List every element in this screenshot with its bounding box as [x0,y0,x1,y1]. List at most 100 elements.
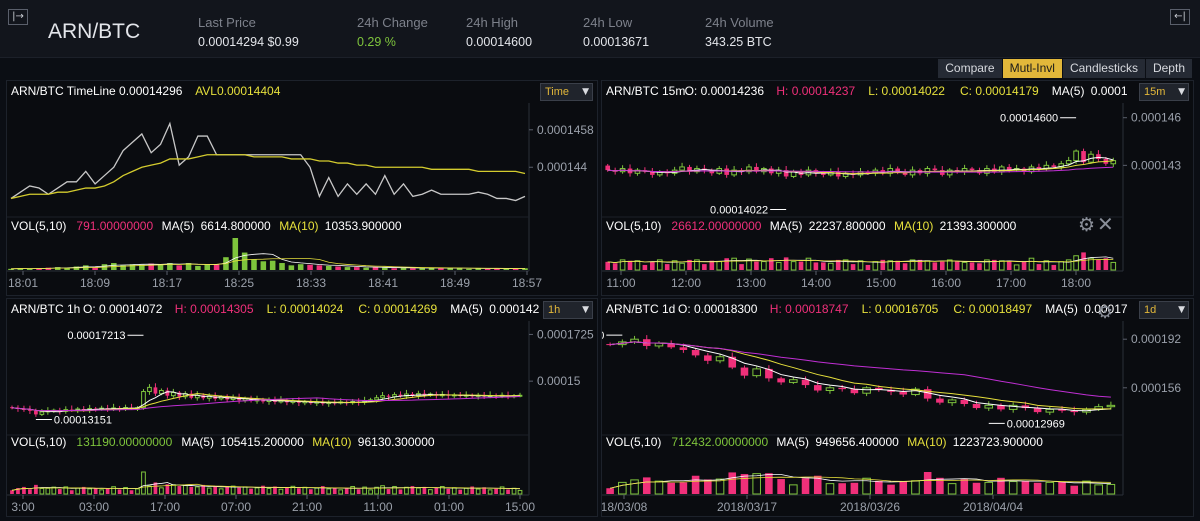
volume-bar [499,486,505,495]
volume-bar [92,267,98,270]
volume-bar [746,258,752,271]
volume-bar [932,262,938,270]
tab-candlesticks[interactable]: Candlesticks [1061,59,1145,78]
volume-bar [242,486,248,495]
volume-bar [269,260,276,270]
volume-bar [475,488,481,495]
market-header: |→ ←| ARN/BTC Last Price 0.00014294 $0.9… [0,0,1200,58]
ma30-line [610,341,1111,398]
volume-ma5-line [610,474,1111,489]
volume-bar [813,262,819,270]
expand-right-icon[interactable]: ←| [1170,9,1190,25]
volume-bar [1058,481,1066,494]
volume-bar [230,485,236,495]
legend-text: 712432.00000000 [671,435,768,449]
volume-bar [1103,258,1109,270]
expand-left-icon[interactable]: |→ [8,9,28,25]
legend-text: VOL(5,10) [11,219,66,233]
interval-select[interactable]: 15m ▼ [1139,83,1189,101]
candle-body [28,409,32,411]
candle-body [850,389,859,394]
volume-bar [875,480,883,494]
volume-bar [335,266,341,270]
x-tick-label: 03:00 [79,500,109,514]
y-tick-label: 0.000192 [1131,332,1181,346]
volume-bar [842,259,849,271]
volume-bar [805,257,812,271]
volume-bar [482,487,487,494]
candle-body [679,347,688,350]
tab-compare[interactable]: Compare [937,59,1002,78]
legend-text: 22237.800000 [809,219,886,233]
interval-select[interactable]: 1d ▼ [1139,301,1189,319]
volume-bar [634,260,641,271]
candle-body [650,171,655,175]
volume-bar [290,485,296,495]
candle-body [715,356,725,362]
gear-icon[interactable]: ⚙ [1097,302,1114,323]
volume-bar [1008,481,1018,495]
candle-body [1033,408,1042,413]
volume-bar [171,484,176,495]
volume-bar [1006,260,1012,270]
stat-label: 24h High [466,15,519,30]
volume-bar [487,489,493,495]
volume-bar [992,259,997,270]
candles-1d-chart: 0.000192 0.000156 18/03/08 2018/03/17 2018/0… [602,302,1181,514]
tab-mutl-invl[interactable]: Mutl-Invl [1001,59,1062,78]
volume-ma5-line [10,253,525,270]
volume-bar [704,479,712,494]
volume-bar [260,261,267,270]
interval-select-value: 1h [548,304,561,316]
close-icon[interactable]: ✕ [1097,212,1114,236]
volume-bar [204,264,211,270]
volume-bar [1021,261,1027,270]
candle-body [1006,166,1012,171]
legend-text: MA(5) [181,435,214,449]
volume-bar [438,268,444,270]
interval-select[interactable]: 1h ▼ [543,301,593,319]
legend-text: L: 0.00014022 [868,84,945,98]
interval-select[interactable]: Time ▼ [540,83,593,101]
volume-bar [998,260,1005,271]
legend-text: MA(10) [907,435,946,449]
y-tick-label: 0.000143 [1131,158,1181,172]
volume-bar [325,265,332,270]
candle-body [960,399,969,404]
volume-bar [332,487,337,494]
volume-bar [642,264,648,270]
y-tick-label: 0.000156 [1131,381,1181,395]
candle-body [862,387,871,394]
volume-bar [87,488,93,495]
x-tick-label: 01:00 [434,500,464,514]
gear-icon[interactable]: ⚙ [1078,214,1096,236]
ma10-line [610,341,1111,410]
volume-bar [279,263,285,270]
volume-bar [22,486,26,494]
volume-bar [39,487,45,495]
volume-bar [176,265,182,270]
volume-bar [206,487,212,495]
ma30-line [607,166,1114,173]
legend-text: 10353.900000 [325,219,402,233]
tab-depth[interactable]: Depth [1144,59,1192,78]
x-tick-label: 16:00 [931,276,961,290]
volume-bar [724,258,729,270]
timeline-panel: 0.0001458 0.000144 18:01 18:09 18:17 18:25 18:… [6,80,598,296]
candle-body [825,387,835,392]
volume-bar [382,267,388,270]
volume-bar [1082,480,1091,495]
volume-bar [650,261,655,270]
volume-bar [522,268,528,270]
volume-bar [185,263,192,270]
candle-body [1065,160,1072,165]
volume-bar [997,477,1005,494]
candle-body [667,343,675,348]
y-tick-label: 0.00015 [537,374,581,388]
volume-bar [1094,484,1103,495]
volume-bar [153,482,158,494]
volume-bar [984,259,990,271]
volume-bar [422,486,427,494]
volume-bar [494,488,498,494]
volume-bar [111,486,116,495]
